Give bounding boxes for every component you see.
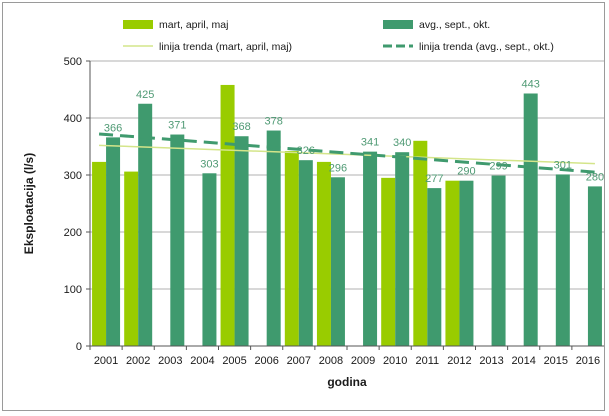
data-label: 371 xyxy=(168,120,186,132)
legend-swatch xyxy=(383,20,413,29)
y-axis-title: Eksploatacija (l/s) xyxy=(22,153,36,254)
legend-swatch xyxy=(123,20,153,29)
x-tick-label: 2014 xyxy=(511,355,535,367)
x-axis-title: godina xyxy=(327,375,367,389)
data-label: 378 xyxy=(265,116,283,128)
bar-autumn xyxy=(459,180,474,346)
bar-autumn xyxy=(395,152,410,346)
bar-autumn xyxy=(523,93,538,347)
bar-spring xyxy=(124,171,139,346)
bar-autumn xyxy=(587,186,602,346)
bar-autumn xyxy=(202,173,217,346)
data-label: 341 xyxy=(361,137,379,149)
bar-autumn xyxy=(138,103,153,346)
bar-spring xyxy=(381,177,396,346)
data-label: 299 xyxy=(489,161,507,173)
bar-spring xyxy=(316,161,331,346)
data-label: 290 xyxy=(457,166,475,178)
bar-autumn xyxy=(555,174,570,346)
bar-autumn xyxy=(330,177,345,346)
x-tick-label: 2015 xyxy=(544,355,568,367)
data-label: 296 xyxy=(329,162,347,174)
x-tick-label: 2003 xyxy=(158,355,182,367)
x-tick-label: 2012 xyxy=(447,355,471,367)
data-label: 326 xyxy=(297,145,315,157)
bar-spring xyxy=(445,180,460,346)
x-tick-label: 2016 xyxy=(576,355,600,367)
x-tick-label: 2010 xyxy=(383,355,407,367)
bar-autumn xyxy=(170,134,185,346)
legend-label: mart, april, maj xyxy=(159,19,228,31)
bar-spring xyxy=(413,140,428,346)
data-label: 368 xyxy=(232,121,250,133)
legend-label: linija trenda (mart, april, maj) xyxy=(159,41,292,53)
y-tick-label: 300 xyxy=(64,170,82,182)
y-tick-label: 0 xyxy=(76,341,82,353)
bar-autumn xyxy=(491,175,506,346)
x-tick-label: 2001 xyxy=(94,355,118,367)
x-tick-label: 2008 xyxy=(319,355,343,367)
x-tick-label: 2005 xyxy=(222,355,246,367)
bar-autumn xyxy=(234,136,249,346)
y-tick-label: 200 xyxy=(64,227,82,239)
chart-frame: mart, april, maj avg., sept., okt. linija … xyxy=(2,2,605,411)
bar-autumn xyxy=(427,188,442,346)
bar-autumn xyxy=(106,137,121,346)
data-label: 301 xyxy=(554,159,572,171)
x-tick-label: 2009 xyxy=(351,355,375,367)
x-tick-label: 2002 xyxy=(126,355,150,367)
x-tick-label: 2006 xyxy=(254,355,278,367)
data-label: 425 xyxy=(136,89,154,101)
bar-spring xyxy=(284,151,299,346)
bar-spring xyxy=(92,161,107,346)
data-label: 340 xyxy=(393,137,411,149)
legend-label: linija trenda (avg., sept., okt.) xyxy=(419,41,554,53)
x-tick-label: 2013 xyxy=(479,355,503,367)
data-label: 443 xyxy=(522,78,540,90)
data-label: 280 xyxy=(586,171,604,183)
x-tick-label: 2011 xyxy=(415,355,439,367)
plot-area: 0 100 200 300 400 500 366 425 371 303 368 378 326 296… xyxy=(64,56,604,367)
y-tick-label: 400 xyxy=(64,113,82,125)
data-label: 303 xyxy=(200,158,218,170)
trendline-spring xyxy=(99,144,595,165)
bar-autumn xyxy=(298,160,313,346)
bar-autumn xyxy=(363,151,378,346)
legend: mart, april, maj avg., sept., okt. linija … xyxy=(123,19,554,53)
chart: mart, april, maj avg., sept., okt. linija … xyxy=(22,19,604,389)
data-label: 277 xyxy=(425,173,443,185)
y-tick-label: 500 xyxy=(64,56,82,68)
x-tick-label: 2004 xyxy=(190,355,214,367)
data-label: 366 xyxy=(104,122,122,134)
bar-autumn xyxy=(266,130,281,346)
legend-label: avg., sept., okt. xyxy=(419,19,490,31)
y-tick-label: 100 xyxy=(64,284,82,296)
x-tick-label: 2007 xyxy=(287,355,311,367)
